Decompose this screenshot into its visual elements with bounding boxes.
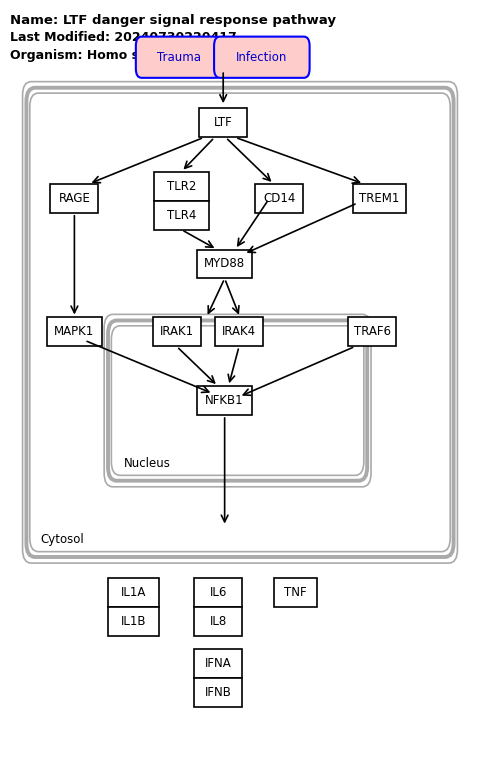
FancyBboxPatch shape [197,250,252,278]
Text: TREM1: TREM1 [359,192,399,205]
FancyBboxPatch shape [348,317,396,346]
Text: IFNA: IFNA [205,657,232,671]
FancyBboxPatch shape [194,607,242,636]
Text: Infection: Infection [236,50,288,64]
FancyBboxPatch shape [194,678,242,707]
Text: MYD88: MYD88 [204,257,245,271]
Text: TRAF6: TRAF6 [353,325,391,339]
Text: Nucleus: Nucleus [124,457,171,470]
Text: RAGE: RAGE [59,192,90,205]
Text: TNF: TNF [284,585,307,599]
FancyBboxPatch shape [108,607,158,636]
FancyBboxPatch shape [154,201,209,230]
Text: CD14: CD14 [263,192,296,205]
Text: IRAK1: IRAK1 [159,325,194,339]
FancyBboxPatch shape [199,108,247,137]
FancyBboxPatch shape [274,578,317,607]
FancyBboxPatch shape [154,172,209,201]
Text: Organism: Homo sapiens: Organism: Homo sapiens [10,49,185,62]
Text: Name: LTF danger signal response pathway: Name: LTF danger signal response pathway [10,14,336,27]
Text: Cytosol: Cytosol [41,533,84,546]
FancyBboxPatch shape [108,578,158,607]
FancyBboxPatch shape [197,386,252,415]
Text: MAPK1: MAPK1 [54,325,95,339]
FancyBboxPatch shape [153,317,201,346]
FancyBboxPatch shape [47,317,102,346]
FancyBboxPatch shape [50,184,98,213]
Text: TLR2: TLR2 [167,179,196,193]
FancyBboxPatch shape [194,578,242,607]
Text: Trauma: Trauma [157,50,201,64]
Text: NFKB1: NFKB1 [205,394,244,407]
FancyBboxPatch shape [214,37,310,78]
Text: IL8: IL8 [210,614,227,628]
Text: TLR4: TLR4 [167,208,196,222]
FancyBboxPatch shape [353,184,406,213]
Text: IFNB: IFNB [205,686,232,700]
Text: IL1A: IL1A [121,585,146,599]
Text: Last Modified: 20240730220417: Last Modified: 20240730220417 [10,31,236,44]
Text: IL1B: IL1B [120,614,146,628]
Text: LTF: LTF [214,115,233,129]
Text: IRAK4: IRAK4 [222,325,256,339]
Text: IL6: IL6 [210,585,227,599]
FancyBboxPatch shape [194,649,242,678]
FancyBboxPatch shape [136,37,222,78]
FancyBboxPatch shape [255,184,303,213]
FancyBboxPatch shape [215,317,263,346]
